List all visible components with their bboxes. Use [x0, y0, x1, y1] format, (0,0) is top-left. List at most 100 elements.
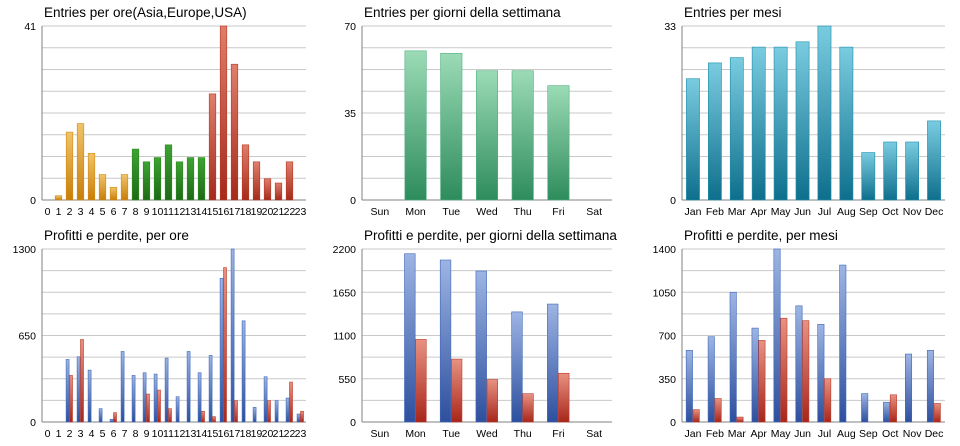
x-tick-label: 17	[229, 428, 241, 440]
bar	[153, 373, 158, 423]
x-tick-label: 3	[78, 206, 84, 218]
bar	[758, 340, 766, 423]
bar	[197, 372, 202, 423]
x-tick-label: 21	[273, 428, 285, 440]
bar	[219, 25, 228, 201]
bar	[839, 264, 847, 423]
x-tick-label: Mon	[405, 206, 426, 218]
bar	[707, 62, 722, 201]
bar	[120, 351, 125, 423]
y-tick-label: 2200	[333, 244, 357, 256]
bar	[267, 400, 271, 423]
x-tick-label: Thu	[514, 206, 532, 218]
bar	[197, 157, 206, 201]
chart-title: Entries per giorni della settimana	[364, 5, 561, 20]
x-tick-label: 3	[78, 428, 84, 440]
y-tick-label: 650	[18, 331, 36, 343]
bar	[450, 358, 463, 423]
bar	[168, 408, 172, 423]
x-tick-label: 19	[251, 206, 263, 218]
bar	[861, 152, 876, 201]
bar	[76, 123, 85, 201]
bar	[511, 311, 523, 423]
x-tick-label: Sat	[586, 206, 602, 218]
x-tick-label: 20	[262, 428, 274, 440]
x-tick-label: 5	[100, 206, 106, 218]
y-tick-label: 700	[658, 331, 676, 343]
bar	[795, 305, 803, 423]
x-tick-label: Tue	[442, 428, 460, 440]
chart-title: Profitti e perdite, per ore	[44, 228, 189, 243]
x-tick-label: 9	[144, 206, 150, 218]
x-tick-label: Sep	[859, 206, 878, 218]
bar	[824, 378, 832, 423]
x-tick-label: Mar	[728, 206, 747, 218]
x-tick-label: 7	[122, 428, 128, 440]
x-tick-label: 4	[89, 428, 95, 440]
x-tick-label: Mon	[405, 428, 426, 440]
bar	[186, 351, 191, 423]
x-tick-label: 6	[111, 206, 117, 218]
bar	[263, 178, 272, 201]
bar	[780, 317, 788, 423]
y-tick-label: 0	[350, 417, 356, 429]
bar	[522, 393, 534, 423]
x-tick-label: 11	[163, 428, 174, 440]
bar	[98, 408, 103, 423]
bar	[164, 144, 173, 201]
bar	[219, 277, 224, 423]
x-tick-label: Apr	[751, 428, 768, 440]
x-tick-label: 1	[56, 206, 62, 218]
x-tick-label: 13	[185, 428, 197, 440]
bar	[729, 57, 744, 201]
x-tick-label: Dec	[925, 206, 944, 218]
x-tick-label: Fri	[552, 428, 564, 440]
x-tick-label: Jun	[794, 206, 811, 218]
x-tick-label: Sat	[586, 428, 602, 440]
x-tick-label: Sep	[859, 428, 878, 440]
bar	[714, 398, 722, 423]
bar	[175, 161, 184, 201]
x-tick-label: Jul	[818, 206, 831, 218]
x-tick-label: 0	[45, 206, 51, 218]
bar	[274, 400, 279, 423]
bar	[252, 161, 261, 201]
bar	[736, 416, 744, 423]
bar	[547, 303, 559, 423]
x-tick-label: 4	[89, 206, 95, 218]
chart-2: Entries per giorni della settimana 0 35 70 S…	[344, 5, 612, 218]
bar	[113, 412, 117, 423]
bar	[234, 400, 238, 423]
x-tick-label: 0	[45, 428, 51, 440]
bar	[686, 78, 700, 201]
y-tick-label: 1300	[13, 244, 37, 256]
y-tick-label: 0	[350, 195, 356, 207]
bar	[65, 359, 70, 423]
x-tick-label: May	[771, 206, 792, 218]
bar	[296, 413, 301, 423]
x-tick-label: 14	[196, 206, 208, 218]
bar	[153, 157, 162, 201]
x-tick-label: Dec	[925, 428, 944, 440]
bar	[795, 41, 810, 201]
bar	[773, 248, 781, 423]
x-tick-label: 15	[207, 428, 219, 440]
bar	[475, 270, 487, 423]
x-tick-label: 20	[262, 206, 274, 218]
x-tick-label: Oct	[882, 428, 898, 440]
bar	[212, 416, 216, 423]
x-tick-label: 5	[100, 428, 106, 440]
bar	[157, 389, 161, 423]
x-tick-label: Apr	[751, 206, 768, 218]
x-tick-label: 17	[229, 206, 241, 218]
x-tick-label: 8	[133, 206, 139, 218]
bar	[905, 353, 913, 423]
x-tick-label: 18	[240, 428, 252, 440]
bar	[300, 411, 304, 423]
x-tick-label: Thu	[514, 428, 532, 440]
bar	[54, 195, 63, 201]
bar	[926, 350, 934, 423]
bar	[230, 63, 239, 201]
x-tick-label: 10	[152, 428, 164, 440]
